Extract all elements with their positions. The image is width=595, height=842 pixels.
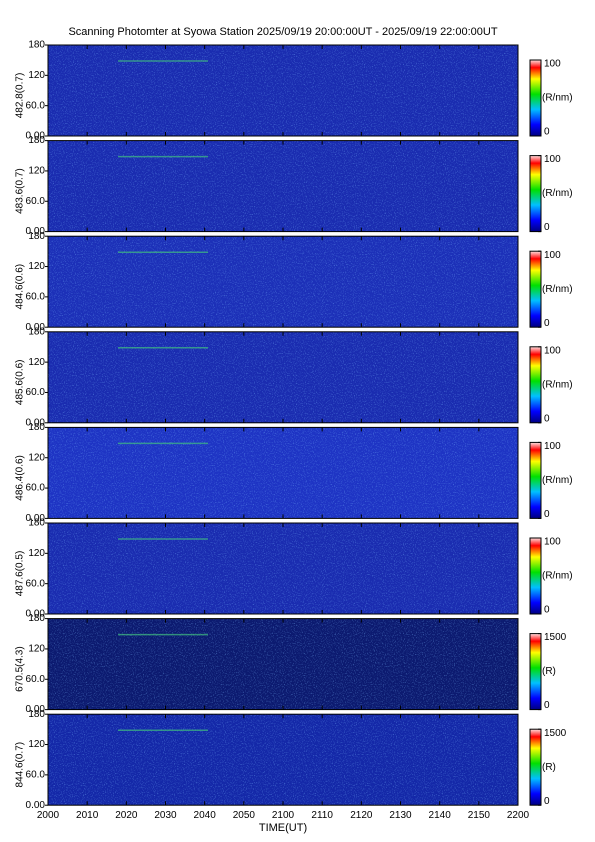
y-tick-label: 0.00 [26,609,46,620]
colorbar-tick-label: 1500 [544,632,567,643]
heatmap-noise [48,523,518,614]
colorbar-tick-label: 0 [544,700,550,711]
y-axis-label: 483.6(0.7) [15,168,26,214]
y-tick-label: 0.00 [26,704,46,715]
x-tick-label: 2010 [76,810,99,821]
heatmap-noise [48,140,518,232]
colorbar-tick-label: 100 [544,345,561,356]
heatmap-noise [48,714,518,806]
colorbar-tick-label: 0 [544,509,550,520]
colorbar [529,59,542,137]
x-tick-label: 2030 [154,810,177,821]
y-axis-label: 485.6(0.6) [15,360,26,406]
y-tick-label: 180 [28,709,45,720]
colorbar-label: (R) [542,762,556,773]
y-tick-label: 60.0 [26,100,46,111]
colorbar [529,728,542,806]
y-tick-label: 0.00 [26,131,46,142]
heatmap-noise [48,236,518,328]
x-tick-label: 2200 [507,810,530,821]
y-tick-label: 60.0 [26,387,46,398]
y-tick-label: 120 [28,452,45,463]
x-tick-label: 2140 [429,810,452,821]
y-tick-label: 60.0 [26,292,46,303]
colorbar-tick-label: 100 [544,250,561,261]
x-tick-label: 2020 [115,810,138,821]
colorbar-label: (R/nm) [542,188,573,199]
x-tick-label: 2050 [233,810,256,821]
y-tick-label: 60.0 [26,196,46,207]
y-tick-label: 120 [28,739,45,750]
colorbar-label: (R/nm) [542,379,573,390]
heatmap-noise [48,427,518,519]
y-tick-label: 180 [28,422,45,433]
heatmap-noise [48,618,518,710]
colorbar [529,633,542,711]
colorbar [529,441,542,519]
colorbar-label: (R/nm) [542,475,573,486]
colorbar-label: (R/nm) [542,284,573,295]
x-tick-label: 2120 [350,810,373,821]
y-tick-label: 180 [28,326,45,337]
y-axis-label: 486.4(0.6) [15,455,26,501]
y-axis-label: 482.8(0.7) [15,73,26,119]
y-tick-label: 180 [28,613,45,624]
x-tick-label: 2040 [194,810,217,821]
y-tick-label: 60.0 [26,483,46,494]
colorbar-tick-label: 0 [544,413,550,424]
x-tick-label: 2150 [468,810,491,821]
colorbar-label: (R/nm) [542,571,573,582]
colorbar-tick-label: 0 [544,222,550,233]
y-tick-label: 120 [28,357,45,368]
x-tick-label: 2000 [37,810,60,821]
colorbar [529,537,542,615]
y-tick-label: 60.0 [26,770,46,781]
chart-title: Scanning Photomter at Syowa Station 2025… [68,26,497,38]
x-tick-label: 2130 [389,810,412,821]
y-tick-label: 60.0 [26,674,46,685]
colorbar [529,250,542,328]
y-tick-label: 120 [28,261,45,272]
y-tick-label: 0.00 [26,226,46,237]
y-tick-label: 0.00 [26,800,46,811]
y-axis-label: 670.5(4.3) [15,646,26,692]
colorbar-tick-label: 0 [544,127,550,138]
colorbar-tick-label: 100 [544,59,561,70]
y-tick-label: 120 [28,166,45,177]
colorbar-tick-label: 100 [544,537,561,548]
y-tick-label: 120 [28,548,45,559]
y-tick-label: 0.00 [26,322,46,333]
colorbar-tick-label: 0 [544,796,550,807]
y-tick-label: 120 [28,70,45,81]
y-tick-label: 180 [28,231,45,242]
colorbar-tick-label: 100 [544,441,561,452]
y-tick-label: 0.00 [26,513,46,524]
colorbar-label: (R) [542,666,556,677]
colorbar-tick-label: 0 [544,318,550,329]
colorbar-tick-label: 100 [544,154,561,165]
colorbar [529,346,542,424]
heatmap-noise [48,45,518,136]
x-tick-label: 2110 [311,810,333,821]
x-tick-label: 2100 [272,810,295,821]
y-axis-label: 487.6(0.5) [15,551,26,597]
y-tick-label: 180 [28,135,45,146]
y-tick-label: 180 [28,40,45,51]
y-tick-label: 0.00 [26,417,46,428]
colorbar-label: (R/nm) [542,93,573,104]
y-axis-label: 844.6(0.7) [15,742,26,788]
heatmap-noise [48,331,518,423]
y-tick-label: 120 [28,644,45,655]
y-tick-label: 60.0 [26,578,46,589]
colorbar-tick-label: 1500 [544,728,567,739]
y-tick-label: 180 [28,518,45,529]
colorbar [529,155,542,233]
y-axis-label: 484.6(0.6) [15,264,26,310]
colorbar-tick-label: 0 [544,605,550,616]
x-axis-label: TIME(UT) [259,822,307,834]
